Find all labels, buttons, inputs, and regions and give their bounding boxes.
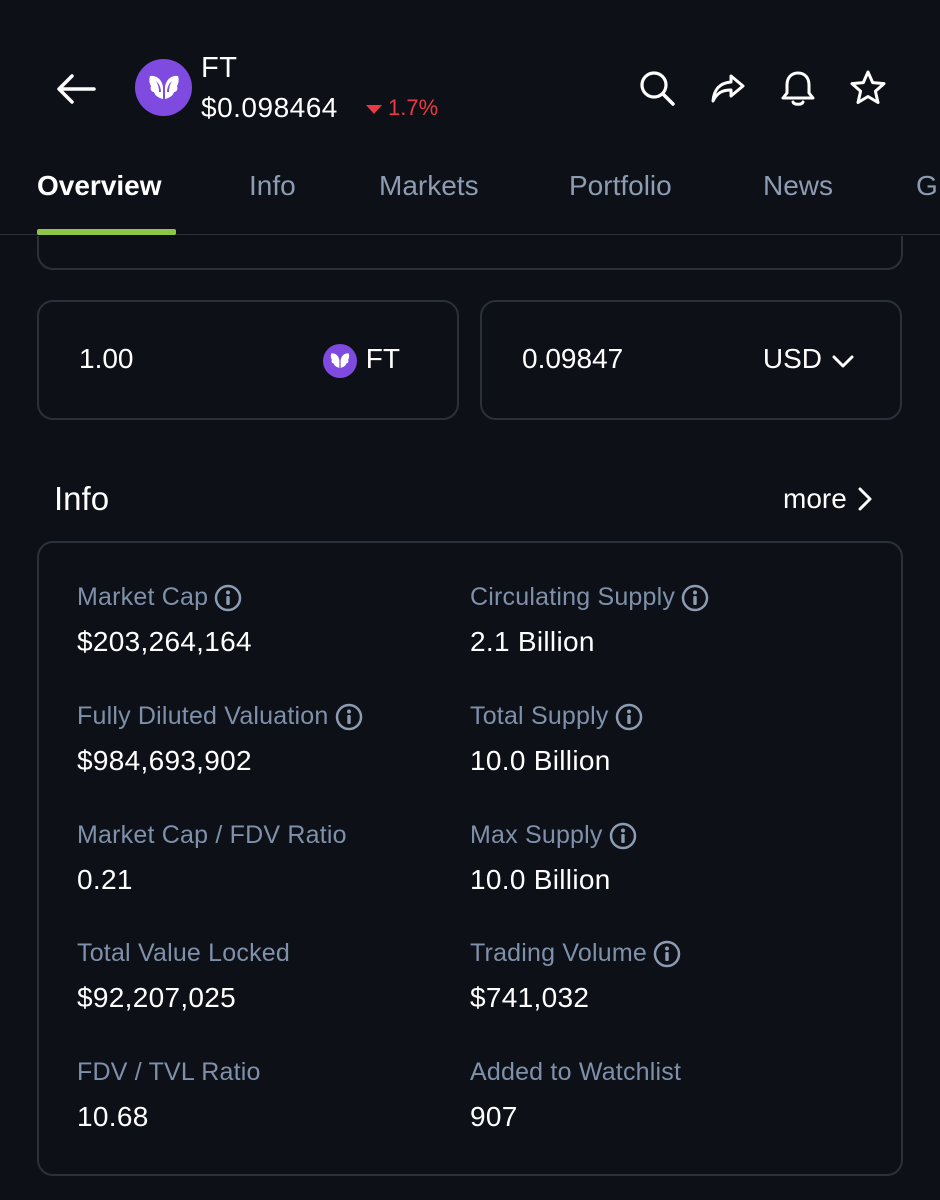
stat-label-text: Max Supply <box>470 821 603 849</box>
converter-to-field[interactable]: 0.09847 USD <box>480 300 902 420</box>
butterfly-logo-icon <box>330 353 350 368</box>
tab-bar: Overview Info Markets Portfolio News G <box>0 150 940 235</box>
stat-label-text: Market Cap / FDV Ratio <box>77 821 347 849</box>
stat-market-cap-fdv-ratio: Market Cap / FDV Ratio 0.21 <box>77 821 347 896</box>
bell-icon <box>781 71 815 106</box>
stat-label: Trading Volume <box>470 939 681 968</box>
tab-more-truncated[interactable]: G <box>916 170 938 201</box>
converter-to-amount[interactable]: 0.09847 <box>522 343 624 374</box>
stat-fdv-tvl-ratio: FDV / TVL Ratio 10.68 <box>77 1058 261 1133</box>
stat-label: Circulating Supply <box>470 583 709 612</box>
info-circle-icon[interactable] <box>335 703 363 731</box>
stat-label: Total Supply <box>470 702 643 731</box>
coin-price: $0.098464 <box>201 92 338 123</box>
active-tab-indicator <box>37 229 176 235</box>
butterfly-logo-icon <box>148 75 179 99</box>
info-circle-icon[interactable] <box>653 940 681 968</box>
stat-label-text: FDV / TVL Ratio <box>77 1058 261 1086</box>
stat-circulating-supply: Circulating Supply 2.1 Billion <box>470 583 709 658</box>
stat-market-cap: Market Cap $203,264,164 <box>77 583 252 658</box>
stat-label-text: Added to Watchlist <box>470 1058 682 1086</box>
stat-fully-diluted-valuation: Fully Diluted Valuation $984,693,902 <box>77 702 363 777</box>
converter-from-unit: FT <box>365 343 400 374</box>
share-icon <box>711 74 745 103</box>
back-button[interactable] <box>50 66 102 112</box>
stat-total-value-locked: Total Value Locked $92,207,025 <box>77 939 290 1014</box>
stat-value: $741,032 <box>470 982 590 1013</box>
converter-from-amount[interactable]: 1.00 <box>79 343 134 374</box>
info-card: Market Cap $203,264,164 Circulating Supply… <box>37 541 903 1176</box>
stat-label-text: Total Supply <box>470 702 609 730</box>
stat-label: FDV / TVL Ratio <box>77 1058 261 1087</box>
stat-label: Market Cap / FDV Ratio <box>77 821 347 850</box>
tab-news[interactable]: News <box>763 170 834 201</box>
stat-added-to-watchlist: Added to Watchlist 907 <box>470 1058 681 1133</box>
price-change-value: 1.7% <box>388 95 439 120</box>
stat-max-supply: Max Supply 10.0 Billion <box>470 821 637 896</box>
stat-label: Added to Watchlist <box>470 1058 681 1087</box>
currency-select[interactable]: USD <box>762 343 822 374</box>
stat-value: 10.0 Billion <box>470 745 611 776</box>
caret-down-icon <box>366 104 382 114</box>
stat-label: Total Value Locked <box>77 939 290 968</box>
stat-label-text: Fully Diluted Valuation <box>77 702 329 730</box>
more-link[interactable]: more <box>783 483 873 515</box>
info-circle-icon[interactable] <box>214 584 242 612</box>
tab-markets[interactable]: Markets <box>379 170 479 201</box>
stat-value: 2.1 Billion <box>470 626 595 657</box>
watchlist-button[interactable] <box>846 66 890 110</box>
info-circle-icon[interactable] <box>681 584 709 612</box>
share-button[interactable] <box>706 66 750 110</box>
tab-portfolio[interactable]: Portfolio <box>569 170 672 201</box>
stat-value: 10.0 Billion <box>470 864 611 895</box>
tab-info[interactable]: Info <box>249 170 296 201</box>
price-change: 1.7% <box>366 95 438 121</box>
tab-overview[interactable]: Overview <box>37 170 162 201</box>
stat-value: 10.68 <box>77 1101 149 1132</box>
more-label: more <box>783 483 847 514</box>
header: FT $0.098464 1.7% <box>0 0 940 150</box>
coin-mini-logo <box>323 344 357 378</box>
stat-value: $984,693,902 <box>77 745 252 776</box>
star-icon <box>850 70 886 104</box>
back-arrow-icon <box>57 74 96 104</box>
stat-label: Fully Diluted Valuation <box>77 702 363 731</box>
stat-value: $203,264,164 <box>77 626 252 657</box>
stat-label: Market Cap <box>77 583 252 612</box>
stat-total-supply: Total Supply 10.0 Billion <box>470 702 643 777</box>
coin-symbol: FT <box>201 52 238 84</box>
stat-value: 907 <box>470 1101 518 1132</box>
stat-trading-volume: Trading Volume $741,032 <box>470 939 681 1014</box>
stat-value: $92,207,025 <box>77 982 237 1013</box>
coin-logo <box>135 59 192 116</box>
previous-card <box>37 236 903 270</box>
converter-from-field[interactable]: 1.00 FT <box>37 300 459 420</box>
chevron-down-icon[interactable] <box>830 348 856 374</box>
stat-value: 0.21 <box>77 864 133 895</box>
stat-label: Max Supply <box>470 821 637 850</box>
stat-label-text: Market Cap <box>77 583 209 611</box>
search-icon <box>640 71 675 106</box>
chevron-right-icon <box>858 487 872 511</box>
stat-label-text: Trading Volume <box>470 939 647 967</box>
previous-card-clip <box>0 236 940 276</box>
info-section-title: Info <box>54 480 110 517</box>
alert-button[interactable] <box>776 66 820 110</box>
search-button[interactable] <box>635 66 679 110</box>
info-circle-icon[interactable] <box>615 703 643 731</box>
info-circle-icon[interactable] <box>609 822 637 850</box>
stat-label-text: Circulating Supply <box>470 583 676 611</box>
stat-label-text: Total Value Locked <box>77 939 290 967</box>
